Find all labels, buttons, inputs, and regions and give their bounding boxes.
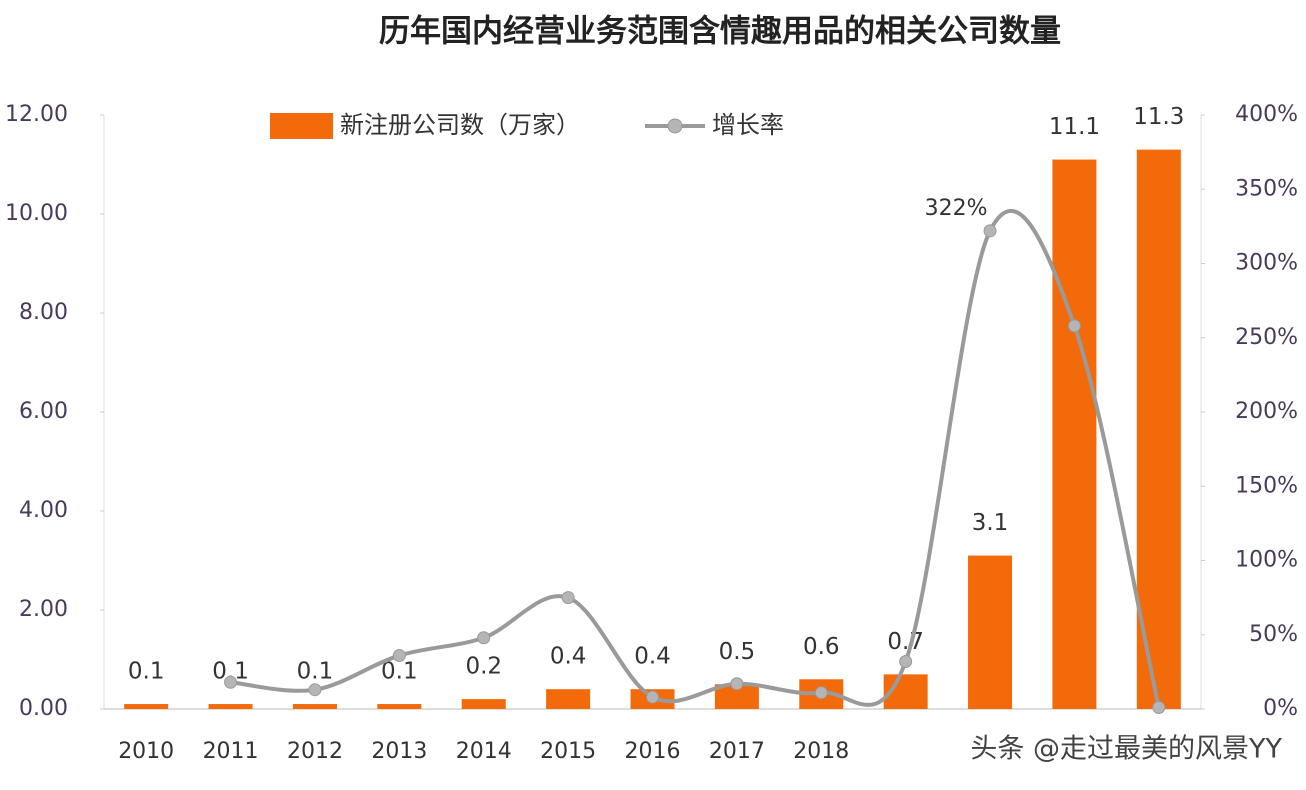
y-tick-label: 12.00 (5, 102, 68, 127)
x-tick-label: 2010 (118, 739, 174, 764)
legend-label: 新注册公司数（万家） (340, 111, 580, 139)
growth-point (392, 649, 406, 663)
growth-point (224, 675, 238, 689)
y2-tick-label: 100% (1235, 548, 1298, 573)
bar (124, 704, 169, 709)
y2-tick-label: 400% (1235, 102, 1298, 127)
x-tick-label: 2014 (456, 739, 512, 764)
bar-label: 11.3 (1133, 104, 1184, 130)
bar (1136, 149, 1181, 709)
growth-point (308, 683, 322, 697)
y2-tick-label: 200% (1235, 399, 1298, 424)
bar-label: 0.1 (297, 659, 334, 685)
x-tick-label: 2017 (709, 739, 765, 764)
watermark: 头条 @走过最美的风景YY (970, 734, 1282, 765)
bar (292, 704, 337, 709)
bar (208, 704, 253, 709)
y-tick-label: 0.00 (19, 696, 68, 721)
growth-point (1152, 701, 1166, 715)
y-tick-label: 4.00 (19, 498, 68, 523)
growth-point (477, 631, 491, 645)
bar-label: 0.5 (719, 639, 756, 665)
legend-marker (667, 118, 683, 134)
x-tick-label: 2013 (371, 739, 427, 764)
y2-tick-label: 150% (1235, 473, 1298, 498)
x-tick-label: 2012 (287, 739, 343, 764)
growth-point (899, 654, 913, 668)
bar-label: 0.4 (634, 644, 671, 670)
growth-point (561, 591, 575, 605)
legend-label: 增长率 (712, 111, 784, 139)
y2-tick-label: 50% (1249, 622, 1298, 647)
x-tick-label: 2016 (625, 739, 681, 764)
bar-label: 0.7 (887, 629, 924, 655)
bar (968, 555, 1013, 709)
chart-title: 历年国内经营业务范围含情趣用品的相关公司数量 (379, 14, 1061, 50)
bar-label: 11.1 (1049, 114, 1100, 140)
y-tick-label: 10.00 (5, 201, 68, 226)
x-tick-label: 2011 (203, 739, 259, 764)
bar-label: 0.1 (381, 659, 418, 685)
y2-tick-label: 0% (1263, 696, 1298, 721)
y-tick-label: 8.00 (19, 300, 68, 325)
growth-label: 322% (925, 196, 988, 221)
bar (461, 699, 506, 709)
growth-point (983, 224, 997, 238)
growth-point (814, 686, 828, 700)
growth-point (730, 677, 744, 691)
bar-label: 0.2 (465, 654, 502, 680)
growth-point (1067, 319, 1081, 333)
bar-label: 0.1 (128, 659, 165, 685)
bar-label: 0.4 (550, 644, 587, 670)
growth-point (646, 690, 659, 704)
bar (1052, 159, 1097, 710)
growth-line (230, 209, 1161, 708)
y2-tick-label: 350% (1235, 176, 1298, 201)
y2-tick-label: 250% (1235, 325, 1298, 350)
y2-tick-label: 300% (1235, 251, 1298, 276)
legend-swatch (270, 113, 333, 139)
x-tick-label: 2015 (540, 739, 596, 764)
bar-label: 0.6 (803, 634, 840, 660)
bar-label: 3.1 (972, 510, 1009, 536)
bar (546, 689, 591, 709)
x-tick-label: 2018 (793, 739, 849, 764)
y-tick-label: 2.00 (19, 597, 68, 622)
y-tick-label: 6.00 (19, 399, 68, 424)
bar (377, 704, 422, 709)
